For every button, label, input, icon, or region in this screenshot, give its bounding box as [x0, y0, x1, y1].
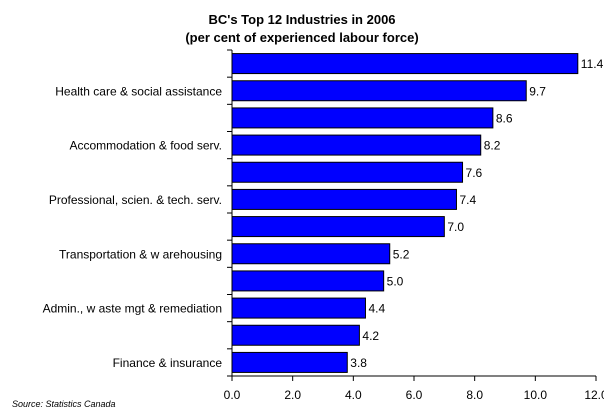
bar	[231, 53, 579, 75]
data-label: 5.2	[393, 247, 410, 261]
x-tick-label: 4.0	[345, 388, 362, 402]
x-tick-label: 6.0	[406, 388, 423, 402]
bar	[231, 216, 445, 238]
category-label: Accommodation & food serv.	[69, 139, 222, 153]
x-tick-label: 0.0	[224, 388, 241, 402]
data-label: 3.8	[350, 356, 367, 370]
bar	[231, 297, 366, 319]
data-label: 11.4	[581, 57, 604, 71]
data-label: 4.4	[368, 302, 385, 316]
bar	[231, 270, 385, 292]
data-label: 7.6	[466, 166, 483, 180]
bar	[231, 161, 464, 183]
bar	[231, 107, 494, 129]
data-label: 4.2	[362, 329, 379, 343]
data-label: 5.0	[387, 274, 404, 288]
bar	[231, 134, 482, 156]
x-tick-label: 8.0	[466, 388, 483, 402]
chart-title: BC's Top 12 Industries in 2006	[208, 12, 396, 27]
x-tick-label: 2.0	[284, 388, 301, 402]
category-label: Admin., w aste mgt & remediation	[43, 302, 222, 316]
x-tick-label: 10.0	[524, 388, 548, 402]
category-label: Health care & social assistance	[55, 84, 222, 98]
x-tick-label: 12.0	[584, 388, 604, 402]
data-label: 8.6	[496, 111, 513, 125]
data-label: 7.0	[447, 220, 464, 234]
bar	[231, 188, 457, 210]
data-label: 8.2	[484, 139, 501, 153]
category-label: Professional, scien. & tech. serv.	[49, 193, 222, 207]
bar	[231, 324, 360, 346]
category-label: Transportation & w arehousing	[59, 247, 222, 261]
chart-subtitle: (per cent of experienced labour force)	[185, 30, 419, 45]
source-note: Source: Statistics Canada	[12, 399, 116, 409]
bar	[231, 243, 391, 265]
data-label: 7.4	[459, 193, 476, 207]
category-label: Finance & insurance	[113, 356, 223, 370]
data-label: 9.7	[529, 84, 546, 98]
bar	[231, 351, 348, 373]
bar	[231, 80, 527, 102]
